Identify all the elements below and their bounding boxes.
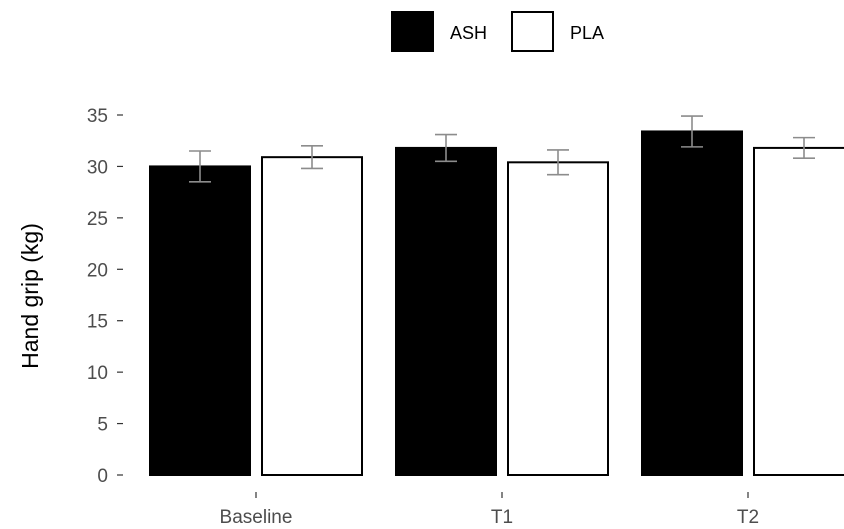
bar-ash-t2: [641, 130, 743, 476]
y-tick-label: 25: [87, 209, 108, 230]
error-bars: [189, 115, 815, 183]
x-tick-label: T1: [491, 507, 513, 528]
bar-pla-baseline: [261, 156, 363, 477]
x-axis: Baseline T1 T2: [220, 492, 759, 528]
y-tick-label: 10: [87, 363, 108, 384]
y-axis: 0 5 10 15 20 25 30 35: [87, 106, 123, 487]
legend: ASH PLA: [391, 11, 604, 52]
bar-pla-t1: [507, 161, 609, 476]
y-tick-label: 0: [97, 466, 108, 487]
y-tick-label: 30: [87, 157, 108, 178]
legend-label-ash: ASH: [450, 23, 487, 43]
bar-ash-t1: [395, 146, 497, 477]
y-tick-label: 15: [87, 312, 108, 333]
bars: [149, 130, 844, 477]
x-tick-label: T2: [737, 507, 759, 528]
legend-swatch-pla: [511, 11, 554, 52]
bar-pla-t2: [753, 146, 844, 477]
bar-ash-baseline: [149, 165, 251, 477]
y-axis-title: Hand grip (kg): [17, 223, 43, 369]
legend-label-pla: PLA: [570, 23, 604, 43]
x-tick-label: Baseline: [220, 507, 293, 528]
y-tick-label: 5: [97, 415, 108, 436]
y-tick-label: 20: [87, 260, 108, 281]
y-tick-label: 35: [87, 106, 108, 127]
legend-swatch-ash: [391, 11, 434, 52]
